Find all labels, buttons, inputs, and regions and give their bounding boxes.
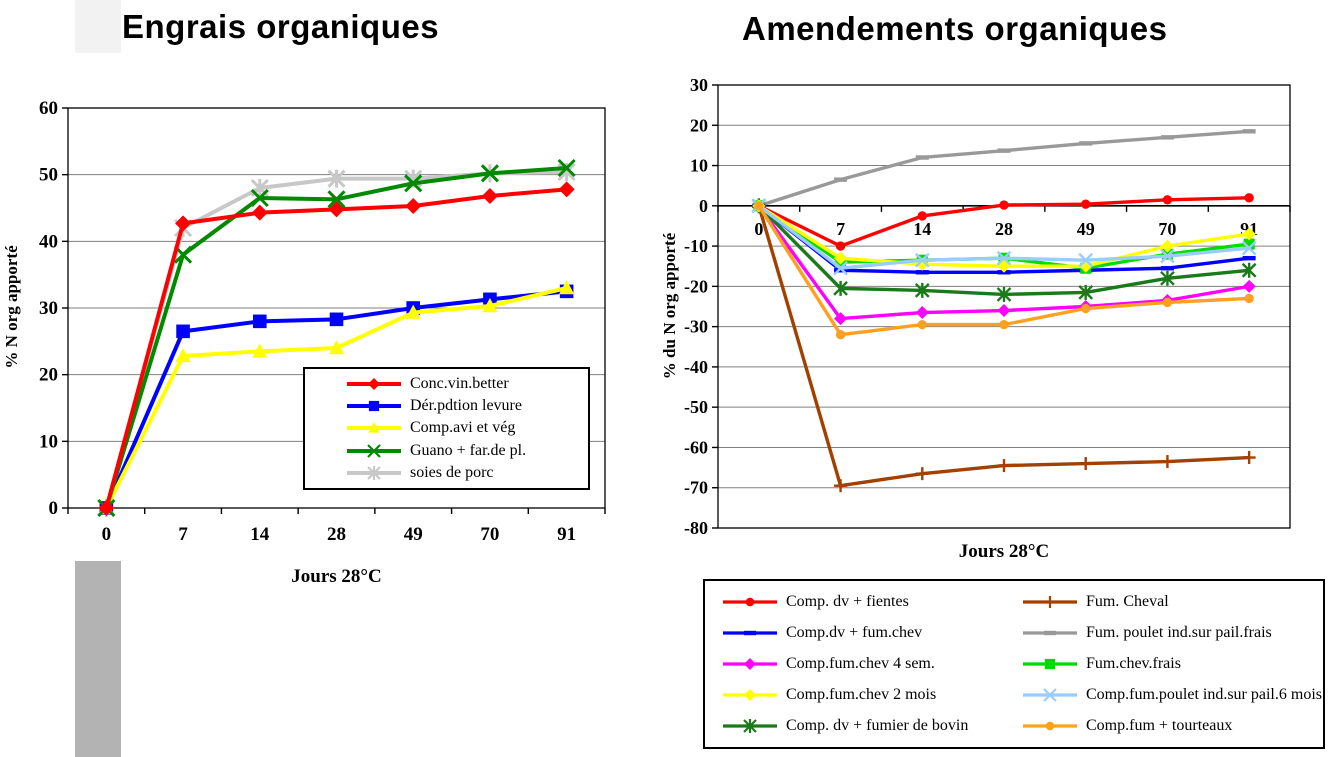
legend-label: Guano + far.de pl. — [410, 441, 527, 459]
y-tick-label: -10 — [684, 236, 708, 256]
y-tick-label: 50 — [39, 165, 58, 186]
legend-marker-diamond — [723, 657, 777, 670]
legend-item: Comp. dv + fumier de bovin — [721, 717, 1021, 735]
y-tick-label: 30 — [39, 298, 58, 319]
legend-marker-circle — [1023, 721, 1077, 730]
legend-label: Fum.chev.frais — [1086, 654, 1181, 672]
legend-item: Comp.fum + tourteaux — [1021, 717, 1322, 735]
legend-item: Guano + far.de pl. — [345, 442, 582, 460]
x-tick-label: 0 — [102, 524, 112, 545]
series-Guano + far.de pl. — [97, 158, 576, 518]
legend-item: Fum. poulet ind.sur pail.frais — [1021, 624, 1322, 642]
legend-marker-dash — [723, 630, 777, 636]
legend-marker-x — [1023, 688, 1077, 702]
decorative-box-top-left — [75, 0, 121, 53]
y-tick-label: 20 — [39, 365, 58, 386]
y-tick-label: -60 — [684, 437, 708, 457]
right-chart-title: Amendements organiques — [742, 10, 1168, 47]
legend-item: soies de porc — [345, 464, 582, 482]
x-tick-label: 49 — [404, 524, 423, 545]
legend-marker-x — [347, 443, 401, 458]
y-tick-label: 0 — [49, 498, 59, 519]
legend-marker-plus — [1023, 596, 1077, 609]
legend-marker-asterisk — [347, 465, 401, 480]
legend-label: Comp. dv + fientes — [786, 593, 909, 611]
legend-label: Comp.fum + tourteaux — [1086, 716, 1233, 734]
right-chart-x-axis-title: Jours 28°C — [958, 541, 1050, 562]
legend-label: Fum. Cheval — [1086, 593, 1169, 611]
y-tick-label: 40 — [39, 231, 58, 252]
legend-label: Comp.avi et vég — [410, 419, 516, 437]
legend-marker-diamond — [723, 688, 777, 701]
x-tick-label: 0 — [754, 219, 763, 239]
legend-label: Comp.fum.chev 2 mois — [786, 685, 937, 703]
legend-item: Fum. Cheval — [1021, 593, 1322, 611]
x-tick-label: 28 — [995, 219, 1013, 239]
legend-label: Fum. poulet ind.sur pail.frais — [1086, 624, 1272, 642]
right-chart-legend: Comp. dv + fientes Comp.dv + fum.chev Comp… — [703, 579, 1325, 749]
legend-marker-square — [347, 401, 401, 412]
y-tick-label: 0 — [699, 196, 708, 216]
x-tick-label: 28 — [327, 524, 346, 545]
decorative-bar-bottom-left — [75, 561, 121, 757]
x-tick-label: 14 — [913, 219, 931, 239]
legend-marker-triangle — [347, 422, 401, 434]
left-chart-title: Engrais organiques — [122, 8, 440, 45]
x-tick-label: 91 — [557, 524, 576, 545]
series-Comp.fum.poulet ind.sur pail.6 mois — [751, 198, 1257, 276]
legend-item: Comp.fum.chev 4 sem. — [721, 655, 1021, 673]
y-tick-label: 60 — [39, 98, 58, 119]
legend-marker-square — [1023, 658, 1077, 670]
y-tick-label: -80 — [684, 518, 708, 538]
legend-item: Comp.fum.poulet ind.sur pail.6 mois — [1021, 686, 1322, 704]
x-tick-label: 7 — [836, 219, 845, 239]
legend-item: Comp.dv + fum.chev — [721, 624, 1021, 642]
y-tick-label: 20 — [690, 115, 708, 135]
legend-item: Comp.avi et vég — [345, 419, 582, 437]
y-tick-label: -50 — [684, 397, 708, 417]
legend-label: Comp. dv + fumier de bovin — [786, 716, 969, 734]
y-tick-label: -40 — [684, 357, 708, 377]
y-tick-label: 30 — [690, 75, 708, 95]
legend-label: Comp.fum.chev 4 sem. — [786, 654, 935, 672]
left-chart-legend: Conc.vin.better Dér.pdtion levure Comp.avi… — [303, 367, 590, 490]
series-Conc.vin.better — [98, 181, 575, 516]
x-tick-label: 70 — [480, 524, 499, 545]
legend-marker-circle — [723, 598, 777, 607]
y-tick-label: -20 — [684, 276, 708, 296]
y-tick-label: -70 — [684, 478, 708, 498]
legend-marker-asterisk — [723, 718, 777, 733]
left-chart-y-axis-title: % N org apporté — [2, 245, 21, 369]
legend-item: Conc.vin.better — [345, 375, 582, 393]
legend-marker-dash — [1023, 630, 1077, 636]
legend-label: Dér.pdtion levure — [410, 397, 522, 415]
series-Fum. poulet ind.sur pail.frais — [752, 129, 1256, 209]
legend-label: Conc.vin.better — [410, 375, 509, 393]
x-tick-label: 49 — [1077, 219, 1095, 239]
y-tick-label: 10 — [690, 156, 708, 176]
legend-marker-diamond — [347, 378, 401, 391]
chart-amendements: -80 -70 -60 -50 -40 -30 -20 -10 0 10 20 30 0 7 14 28 49 7… — [684, 75, 1291, 538]
series-Comp.fum + tourteaux — [754, 201, 1254, 340]
y-tick-label: 10 — [39, 431, 58, 452]
legend-item: Comp.fum.chev 2 mois — [721, 686, 1021, 704]
legend-item: Comp. dv + fientes — [721, 593, 1021, 611]
x-tick-label: 7 — [178, 524, 188, 545]
left-chart-x-axis-title: Jours 28°C — [291, 566, 382, 587]
legend-label: soies de porc — [410, 463, 494, 481]
x-tick-label: 70 — [1158, 219, 1176, 239]
y-tick-label: -30 — [684, 317, 708, 337]
legend-item: Fum.chev.frais — [1021, 655, 1322, 673]
legend-label: Comp.dv + fum.chev — [786, 624, 923, 642]
right-chart-y-axis-title: % du N org apporté — [660, 232, 679, 380]
legend-item: Dér.pdtion levure — [345, 397, 582, 415]
x-tick-label: 14 — [250, 524, 270, 545]
legend-label: Comp.fum.poulet ind.sur pail.6 mois — [1086, 685, 1322, 703]
